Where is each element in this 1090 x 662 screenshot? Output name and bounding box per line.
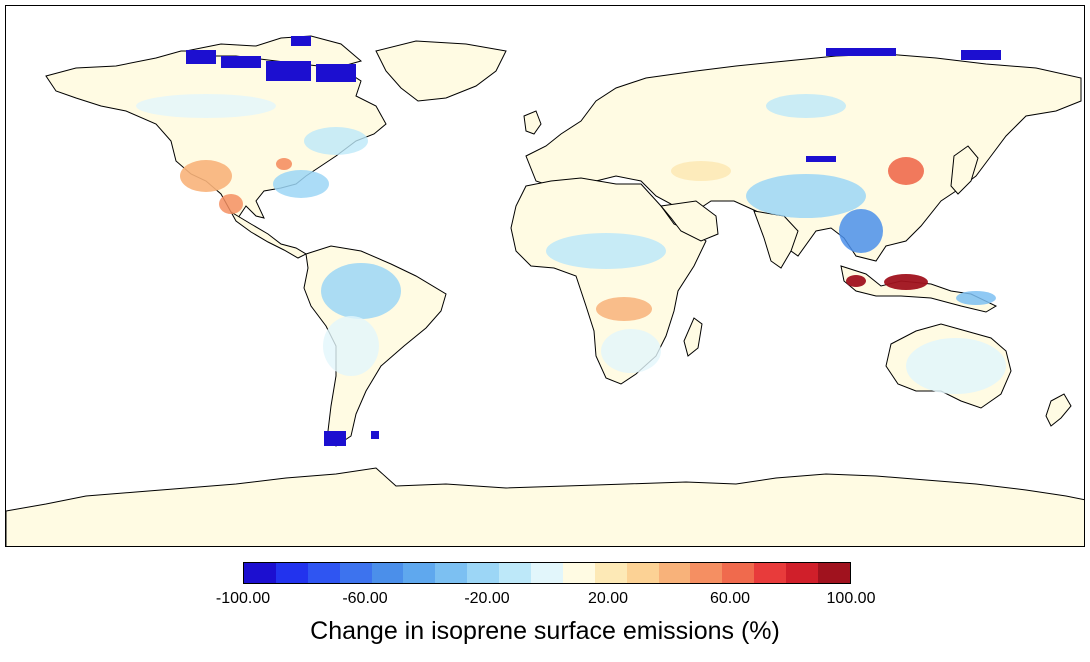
anomaly-south-africa (601, 329, 661, 373)
colorbar (243, 562, 851, 584)
colorbar-swatch (818, 563, 850, 583)
pixel-patch-arctic-2 (221, 56, 261, 68)
colorbar-tick-label: 20.00 (587, 590, 629, 607)
colorbar-swatch (403, 563, 436, 583)
pixel-patch-arctic-4 (316, 64, 356, 82)
colorbar-swatch (562, 563, 595, 583)
colorbar-swatch (658, 563, 691, 583)
landmass-japan (950, 145, 979, 195)
colorbar-swatch (435, 563, 468, 583)
map-canvas (6, 35, 1084, 546)
colorbar-swatch (754, 563, 787, 583)
colorbar-swatch (307, 563, 340, 583)
pixel-patch-patagonia (324, 431, 346, 446)
anomaly-middle-east (671, 161, 731, 181)
world-map (5, 5, 1085, 547)
landmass-madagascar (683, 317, 703, 357)
colorbar-swatch (626, 563, 659, 583)
pixel-patch-arctic-3 (266, 61, 311, 81)
landmass-greenland (375, 40, 507, 102)
pixel-patch-arctic-1 (186, 50, 216, 64)
anomaly-congo (596, 297, 652, 321)
anomaly-se-asia (839, 209, 883, 253)
anomaly-canada (136, 94, 276, 118)
anomaly-china (746, 174, 866, 218)
anomaly-ne-us (304, 127, 368, 155)
colorbar-title: Change in isoprene surface emissions (%) (310, 617, 780, 645)
landmass-central-america (229, 210, 308, 259)
anomaly-sahel (546, 233, 666, 269)
colorbar-swatch (467, 563, 500, 583)
anomaly-us-central (276, 158, 292, 170)
landmass-new-zealand (1045, 393, 1072, 427)
colorbar-swatch (275, 563, 308, 583)
pixel-patch-china-edge (806, 156, 836, 162)
colorbar-tick-label: 100.00 (826, 590, 876, 607)
anomaly-amazon (321, 263, 401, 319)
colorbar-swatch (499, 563, 532, 583)
colorbar-swatch (594, 563, 627, 583)
pixel-patch-arctic-6 (826, 48, 896, 56)
anomaly-sumatra (846, 275, 866, 287)
landmass-india (753, 210, 799, 269)
pixel-patch-arctic-5 (291, 36, 311, 46)
colorbar-swatch (786, 563, 819, 583)
anomaly-sa-south (323, 316, 379, 376)
anomaly-siberia (766, 94, 846, 118)
pixel-patch-arctic-7 (961, 50, 1001, 60)
colorbar-swatch (371, 563, 404, 583)
colorbar-swatch (339, 563, 372, 583)
anomaly-sw-us (180, 160, 232, 192)
colorbar-swatch (531, 563, 563, 583)
landmass-uk (523, 110, 542, 135)
colorbar-swatch (690, 563, 723, 583)
landmass-indonesia (840, 265, 998, 313)
colorbar-tick-labels: -100.00 -60.00 -20.00 20.00 60.00 100.00 (0, 590, 1090, 610)
pixel-patch-patagonia-2 (371, 431, 379, 439)
colorbar-tick-label: -60.00 (342, 590, 388, 607)
anomaly-mexico (219, 194, 243, 214)
colorbar-tick-label: 60.00 (709, 590, 751, 607)
anomaly-australia (906, 338, 1006, 394)
anomaly-borneo (884, 274, 928, 290)
anomaly-new-guinea (956, 291, 996, 305)
colorbar-tick-label: -100.00 (215, 590, 271, 607)
landmass-eurasia (525, 53, 1082, 262)
colorbar-swatch (722, 563, 755, 583)
landmass-antarctica (6, 467, 1084, 546)
anomaly-se-us (273, 170, 329, 198)
landmass-arabia (660, 200, 719, 242)
colorbar-tick-label: -20.00 (464, 590, 510, 607)
colorbar-swatch (244, 563, 276, 583)
anomaly-ne-china (888, 157, 924, 185)
